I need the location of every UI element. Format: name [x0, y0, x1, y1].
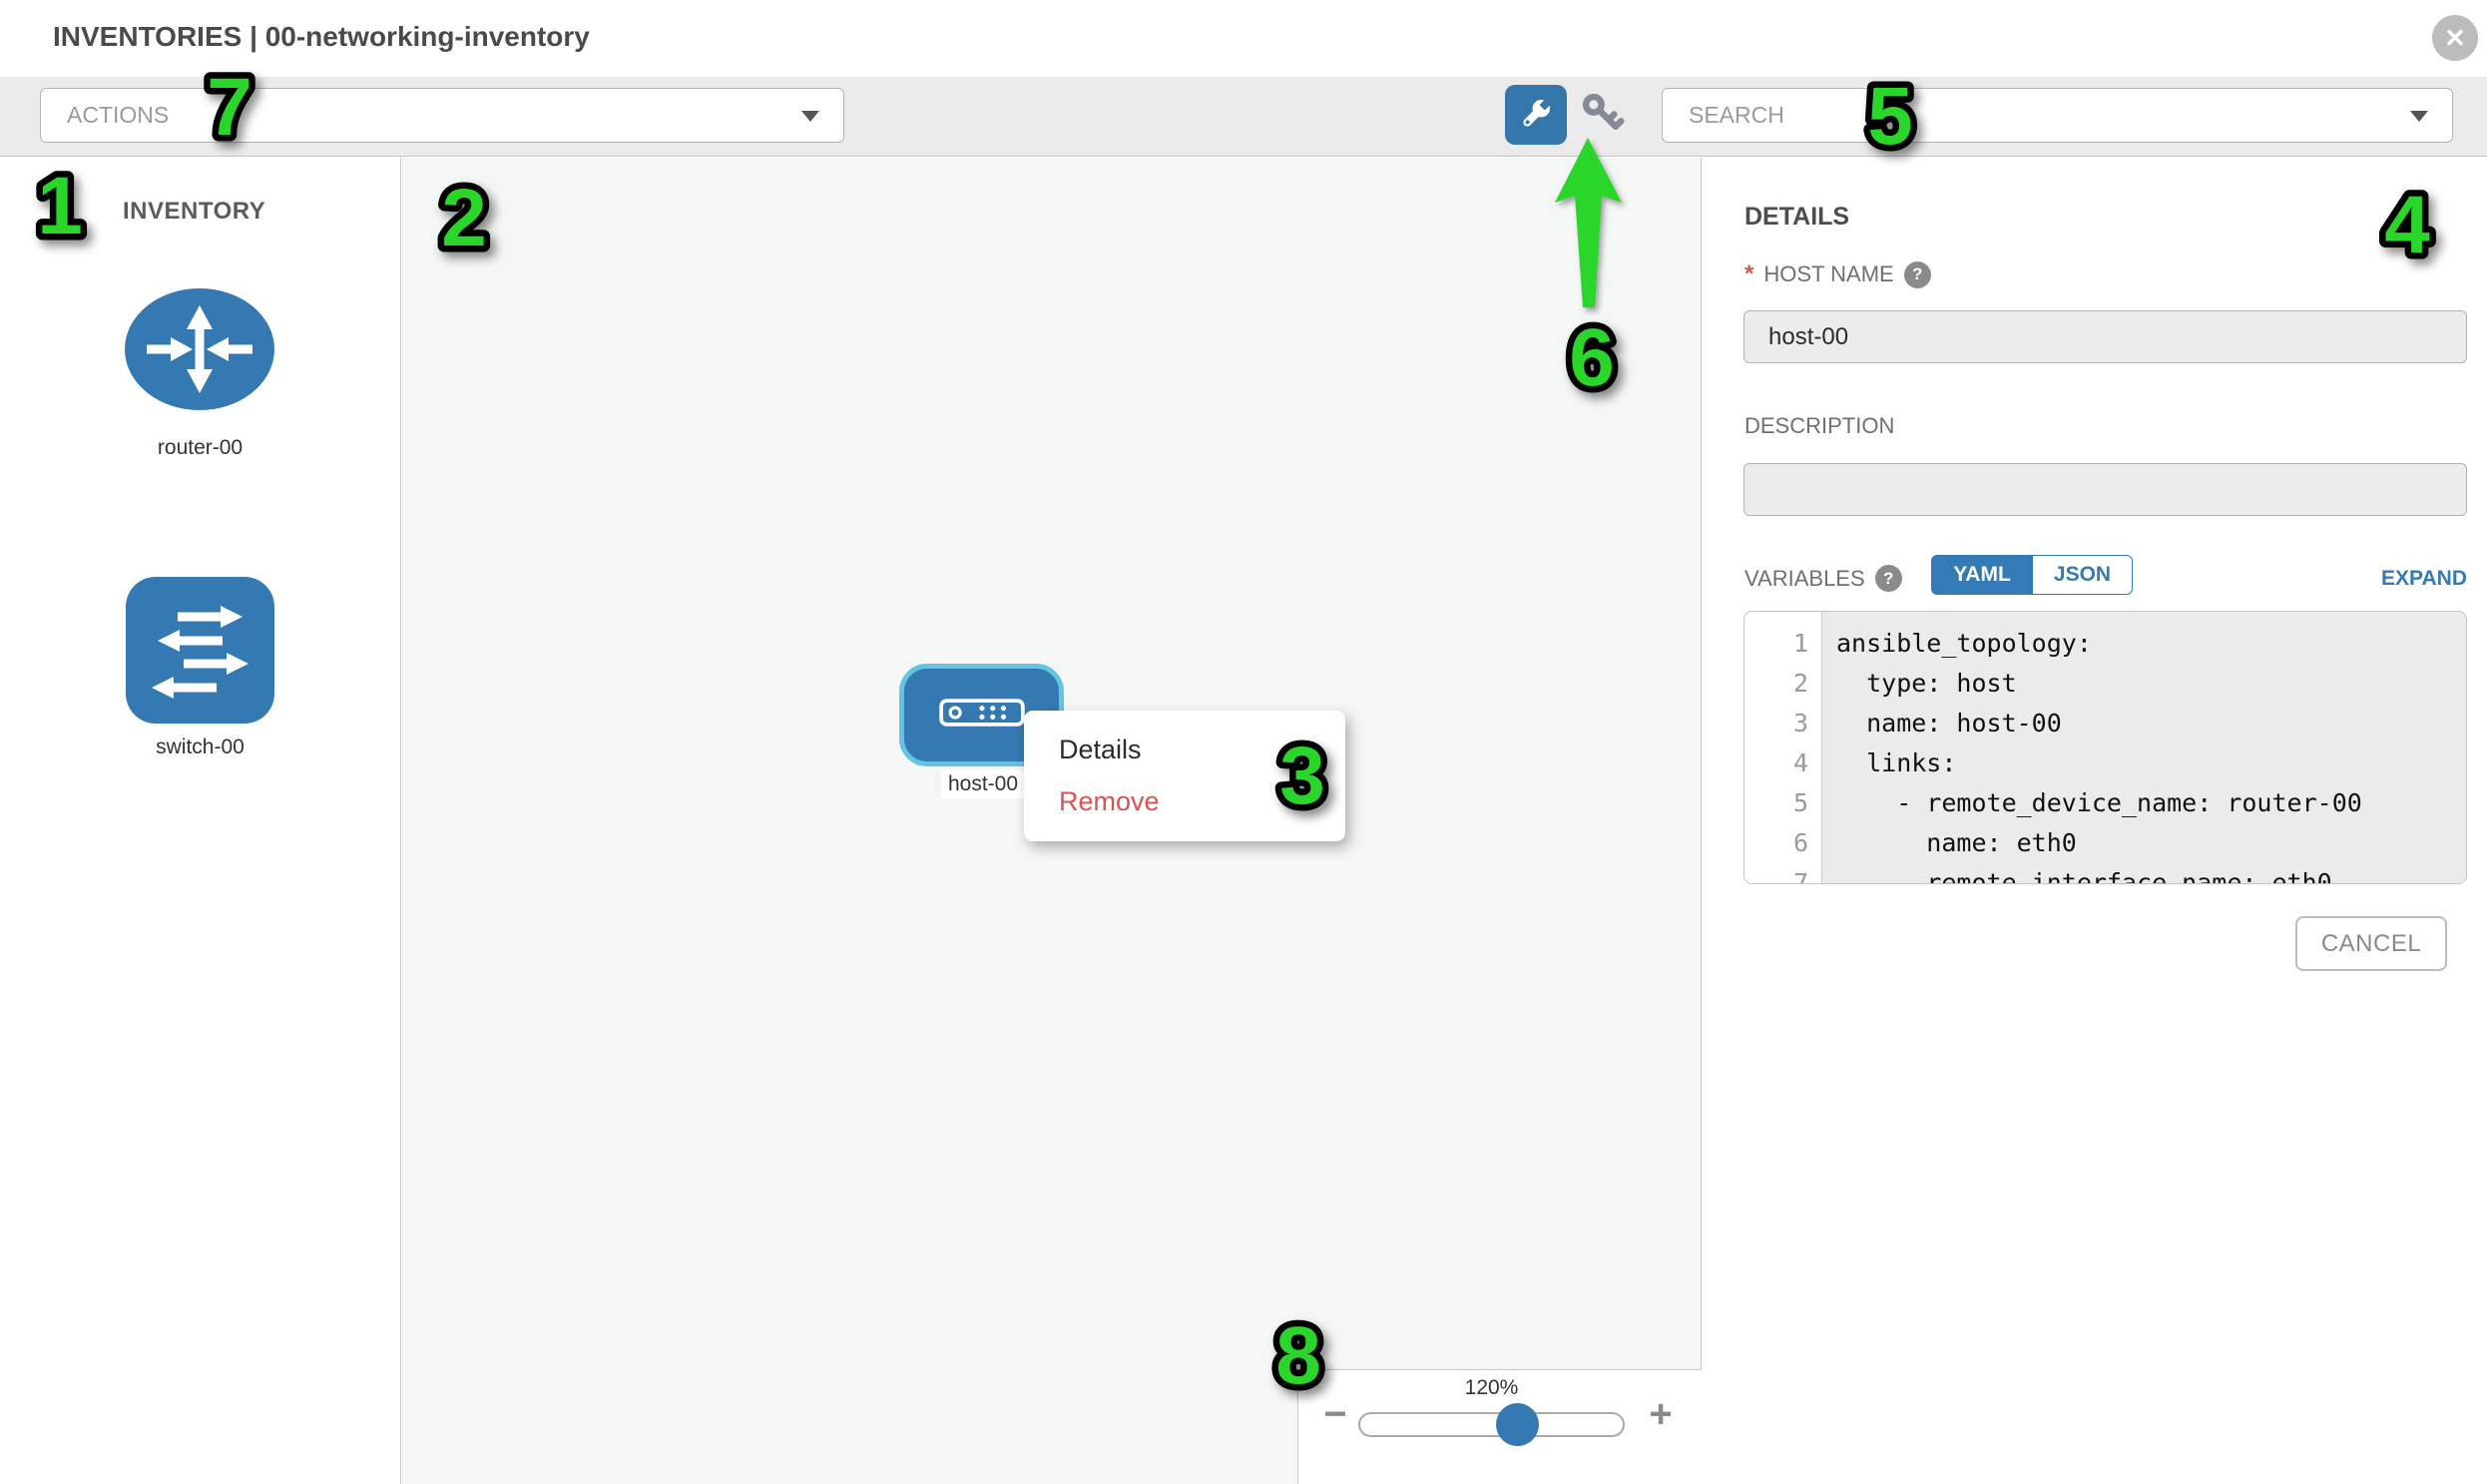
credentials-key-button[interactable] [1579, 91, 1627, 139]
line-number: 7 [1792, 868, 1808, 884]
required-asterisk: * [1744, 260, 1754, 287]
zoom-slider[interactable] [1358, 1403, 1625, 1446]
zoom-out-button[interactable]: − [1323, 1392, 1347, 1436]
tab-json[interactable]: JSON [2033, 555, 2133, 595]
actions-dropdown[interactable]: ACTIONS [40, 88, 844, 143]
editor-gutter: 1 2 3 4 5 6 7 [1744, 612, 1822, 883]
caret-down-icon [801, 111, 819, 122]
zoom-widget: 120% − + [1297, 1369, 1702, 1484]
line-number: 1 [1792, 629, 1808, 658]
description-input[interactable] [1743, 463, 2467, 516]
sidebar-title: INVENTORY [123, 198, 266, 225]
variables-label: VARIABLES [1744, 565, 1865, 591]
router-icon [125, 288, 274, 414]
tab-yaml[interactable]: YAML [1931, 555, 2033, 595]
code-line: ansible_topology: [1836, 629, 2092, 658]
search-dropdown[interactable]: SEARCH [1662, 88, 2453, 143]
editor-code[interactable]: ansible_topology: type: host name: host-… [1822, 612, 2466, 883]
zoom-level: 120% [1464, 1376, 1519, 1399]
wrench-icon [1516, 94, 1556, 137]
expand-link[interactable]: EXPAND [2381, 567, 2467, 590]
toolbar-tools-button[interactable] [1505, 85, 1567, 145]
variables-format-toggle: YAML JSON [1931, 555, 2133, 595]
palette-item-label: switch-00 [156, 736, 245, 758]
help-icon[interactable]: ? [1903, 260, 1931, 288]
zoom-in-button[interactable]: + [1649, 1392, 1673, 1436]
page-header: INVENTORIES | 00-networking-inventory ✕ [0, 0, 2487, 77]
code-line: remote_interface_name: eth0 [1836, 868, 2332, 884]
close-icon: ✕ [2444, 23, 2466, 53]
line-number: 4 [1792, 748, 1808, 777]
code-line: name: eth0 [1836, 828, 2077, 857]
host-name-field-label: * HOST NAME ? [1744, 260, 1931, 288]
zoom-slider-thumb[interactable] [1496, 1403, 1539, 1446]
page-title: INVENTORIES | 00-networking-inventory [53, 21, 590, 52]
code-line: - remote_device_name: router-00 [1836, 788, 2362, 817]
menu-item-remove[interactable]: Remove [1059, 785, 1160, 816]
key-icon [1581, 93, 1625, 138]
topology-canvas[interactable]: host-00 Details Remove 120% − + [401, 158, 1702, 1484]
palette-item-switch[interactable] [126, 577, 274, 724]
line-number: 6 [1792, 828, 1808, 857]
switch-icon [126, 577, 274, 728]
line-number: 3 [1792, 709, 1808, 738]
help-icon[interactable]: ? [1874, 565, 1902, 592]
cancel-button[interactable]: CANCEL [2295, 916, 2447, 971]
code-line: type: host [1836, 669, 2017, 698]
host-name-label: HOST NAME [1763, 261, 1894, 286]
line-number: 5 [1792, 788, 1808, 817]
details-title: DETAILS [1744, 203, 1850, 231]
host-server-icon [938, 699, 1025, 732]
host-name-input[interactable] [1743, 310, 2467, 363]
code-line: links: [1836, 748, 1957, 777]
menu-item-details[interactable]: Details [1059, 734, 1142, 764]
variables-editor[interactable]: 1 2 3 4 5 6 7 ansible_topology: type: ho… [1743, 611, 2467, 884]
caret-down-icon [2410, 111, 2428, 122]
description-label: DESCRIPTION [1744, 413, 1895, 438]
palette-item-router[interactable] [125, 288, 274, 410]
palette-item-label: router-00 [157, 436, 244, 459]
code-line: name: host-00 [1836, 709, 2062, 738]
description-field-label: DESCRIPTION [1744, 413, 1894, 439]
search-label: SEARCH [1689, 102, 1784, 128]
inventory-sidebar: INVENTORY router-00 [0, 158, 401, 1484]
line-number: 2 [1792, 669, 1808, 698]
context-menu: Details Remove [1024, 711, 1345, 841]
variables-field-label: VARIABLES ? [1744, 565, 1902, 592]
close-button[interactable]: ✕ [2432, 15, 2478, 61]
actions-label: ACTIONS [67, 102, 170, 128]
details-panel: DETAILS * HOST NAME ? DESCRIPTION VARIAB… [1703, 158, 2487, 1484]
host-node-label: host-00 [941, 770, 1025, 798]
toolbar: ACTIONS [0, 77, 2487, 157]
